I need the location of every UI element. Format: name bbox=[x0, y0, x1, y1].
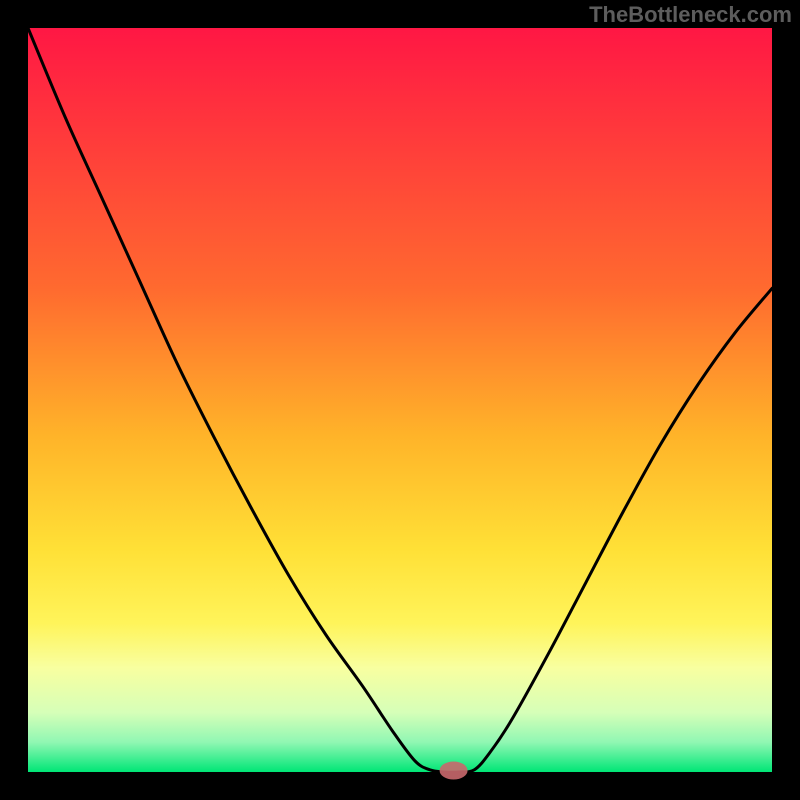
watermark-text: TheBottleneck.com bbox=[589, 2, 792, 28]
bottleneck-chart: TheBottleneck.com bbox=[0, 0, 800, 800]
plot-background bbox=[28, 28, 772, 772]
minimum-marker bbox=[440, 762, 468, 780]
chart-svg bbox=[0, 0, 800, 800]
